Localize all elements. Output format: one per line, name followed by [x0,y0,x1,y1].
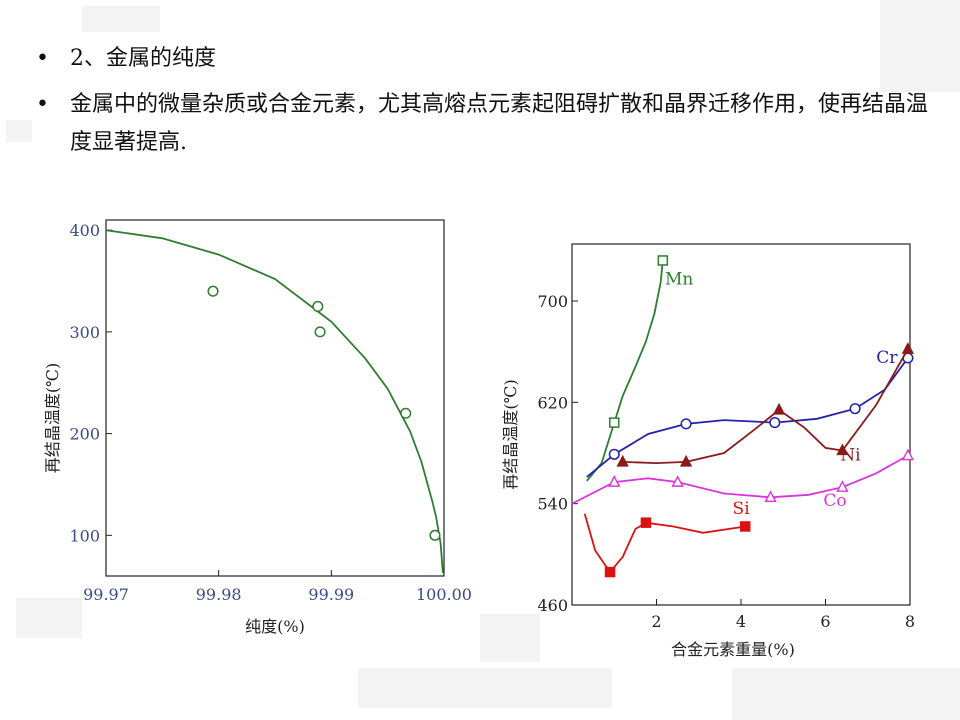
series-co [571,448,915,505]
data-point [764,490,777,503]
data-point [836,443,849,456]
data-point [640,517,652,528]
data-point [312,300,324,313]
data-point [901,448,915,461]
series-mn [586,255,669,482]
bullet-text: 金属中的微量杂质或合金元素，尤其高熔点元素起阻碍扩散和晶界迁移作用，使再结晶温度… [70,92,929,155]
x-tick-label: 99.97 [83,585,129,604]
purity-chart: 100 200 300 400 99.97 99.98 99.99 100.00 纯度(%) 再结… [43,219,472,636]
y-tick-label: 300 [69,323,100,342]
data-point [680,418,692,430]
bullet-item: • 金属中的微量杂质或合金元素，尤其高熔点元素起阻碍扩散和晶界迁移作用，使再结晶… [36,86,936,162]
x-tick-label: 99.98 [196,585,242,604]
background-patch [480,614,540,662]
background-patch [16,598,82,638]
data-point [608,448,620,460]
series-ni [616,342,915,467]
data-point [608,475,621,487]
data-point [836,480,849,492]
plot-frame [571,243,911,606]
bullet-list: • 2、金属的纯度 • 金属中的微量杂质或合金元素，尤其高熔点元素起阻碍扩散和晶… [36,40,936,170]
data-point [429,529,441,541]
x-tick-label: 2 [651,612,661,631]
y-axis-label: 再结晶温度(℃) [501,379,520,489]
data-point [849,403,861,415]
data-point [769,417,781,429]
data-point [739,521,751,532]
series-si [583,513,751,578]
data-point [772,402,786,415]
x-axis-label: 纯度(%) [245,617,305,636]
series-line [586,260,664,482]
data-point [207,285,219,297]
y-tick-label: 540 [537,495,568,514]
series-label: Ni [840,446,861,466]
series-line [583,513,746,574]
background-patch [82,6,160,32]
data-point [671,475,684,487]
x-axis-label: 合金元素重量(%) [671,640,795,659]
fit-curve [105,229,444,573]
series-label: Si [733,499,751,519]
y-tick-label: 200 [69,425,100,444]
x-tick-label: 4 [736,612,746,631]
y-tick-label: 620 [537,393,568,412]
series-label: Co [823,491,846,511]
series-line [571,454,909,505]
background-patch [880,0,960,92]
background-patch [732,668,960,720]
bullet-marker: • [36,92,49,117]
bullet-item: • 2、金属的纯度 [36,40,936,78]
data-point [604,566,616,578]
data-point [400,407,412,419]
data-point [616,454,629,467]
series-label: Mn [665,270,693,290]
y-tick-label: 460 [537,596,568,615]
background-patch [6,120,32,142]
bullet-text: 2、金属的纯度 [70,46,216,71]
series-cr [586,352,914,478]
bullet-marker: • [36,46,49,71]
alloy-chart: 460 540 620 700 2 4 6 8 合金元素重量(%) 再结晶温度(℃) Mn Cr Ni C… [501,243,915,659]
series-label: Cr [876,348,898,368]
y-tick-label: 700 [537,292,568,311]
background-patch [358,668,612,708]
x-tick-label: 6 [820,612,830,631]
x-tick-label: 8 [905,612,915,631]
x-tick-label: 100.00 [416,585,472,604]
data-point [609,417,620,428]
data-point [901,342,915,354]
data-point [679,454,693,467]
plot-frame [105,219,445,577]
y-tick-label: 100 [69,526,100,545]
data-point [657,255,669,266]
x-tick-label: 99.99 [308,585,354,604]
y-axis-label: 再结晶温度(℃) [43,363,62,473]
series-line [622,348,909,465]
y-tick-label: 400 [69,221,100,240]
data-point [314,326,326,338]
series-line [586,357,909,478]
